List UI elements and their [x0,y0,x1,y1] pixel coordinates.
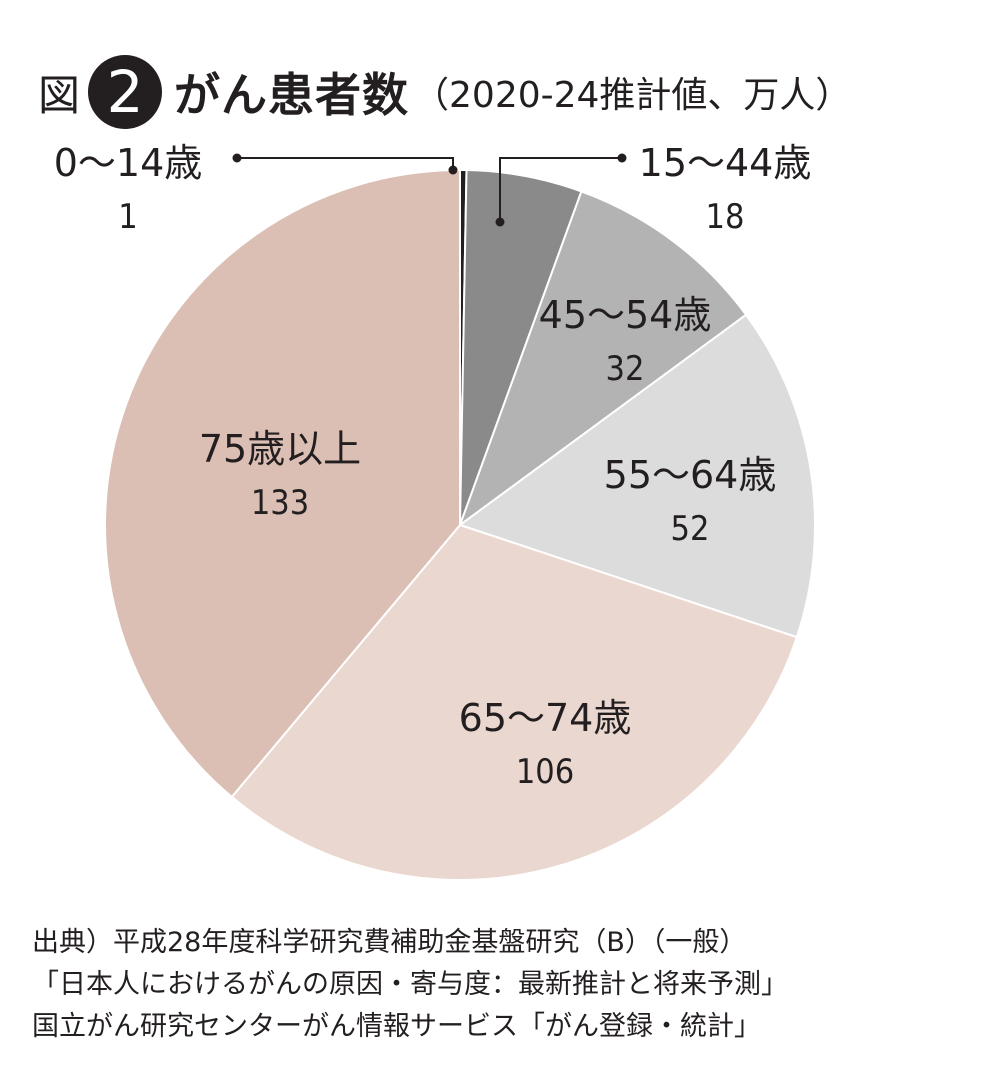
slice-value: 18 [706,197,745,237]
pie-slice-75 [103,168,461,799]
leader-line [237,157,454,170]
slice-value: 133 [251,483,309,523]
slice-label: 15〜44歳 [639,141,812,185]
leader-line [499,157,622,222]
chart-subtitle: （2020-24推計値、万人） [413,75,852,116]
pie-slice-45-54 [457,190,748,528]
source-line-1: 出典）平成28年度科学研究費補助金基盤研究（B）（一般） [32,927,747,958]
slice-value: 1 [118,197,137,237]
leader-dot [232,153,242,163]
leader-end-dot [448,165,458,175]
figure-label: 図 [38,70,81,120]
slice-label: 45〜54歳 [539,293,712,337]
source-line-3: 国立がん研究センターがん情報サービス「がん登録・統計」 [32,1011,761,1042]
source-line-2: 「日本人におけるがんの原因・寄与度：最新推計と将来予測」 [32,969,788,1000]
pie-chart: 0〜14歳 1 15〜44歳 18 45〜54歳 32 55〜64歳 52 65〜74歳 106 7… [54,141,816,881]
chart-header: 図 2 がん患者数 （2020-24推計値、万人） [38,52,851,132]
leader-end-dot [495,217,505,227]
slice-label: 55〜64歳 [604,453,777,497]
slice-label: 65〜74歳 [459,696,632,740]
pie-slice-55-64 [457,313,816,639]
source-note: 出典）平成28年度科学研究費補助金基盤研究（B）（一般） 「日本人におけるがんの… [32,922,788,1048]
slice-label: 0〜14歳 [54,141,203,185]
chart-title: がん患者数 [174,68,410,122]
figure-number-badge: 2 [88,55,163,129]
slice-value: 106 [516,752,574,792]
pie-slice-65-74 [230,523,799,881]
slice-value: 52 [671,509,710,549]
leader-dot [617,153,627,163]
slice-value: 32 [606,349,645,389]
slice-label: 75歳以上 [199,427,361,471]
